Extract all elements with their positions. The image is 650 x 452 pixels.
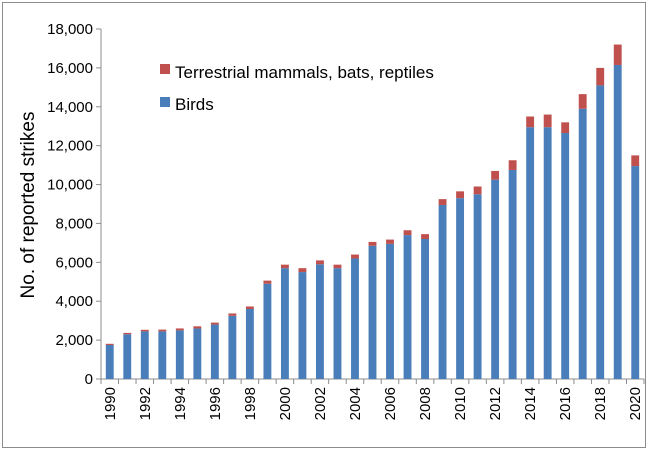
bar-birds-1995 [193,328,202,379]
x-ticks: 1990 1992 1994 1996 1998 2000 2002 2004 2006 2008… [100,379,645,420]
bar-mammals-2001 [298,268,307,273]
legend: Terrestrial mammals, bats, reptiles Bird… [160,63,434,114]
x-tick-label: 2014 [522,387,539,420]
bar-birds-2006 [386,243,394,379]
bar-mammals-1997 [228,313,237,316]
bar-mammals-2010 [456,191,465,199]
y-tick-label: 4,000 [55,293,93,310]
bar-mammals-2020 [631,155,640,167]
bar-mammals-2014 [526,116,535,128]
x-tick-label: 2006 [382,387,399,420]
y-tick-label: 12,000 [47,138,93,155]
bar-mammals-1991 [123,332,132,335]
x-tick-label: 2004 [347,387,364,420]
legend-swatch-mammals [160,64,170,74]
bar-mammals-2017 [578,94,587,109]
x-tick-label: 2008 [417,387,434,420]
bar-birds-1992 [140,331,149,379]
bar-birds-2015 [543,127,552,379]
bar-birds-1998 [245,309,254,379]
bar-birds-2000 [280,268,289,379]
bar-birds-2016 [561,133,570,379]
y-tick-label: 10,000 [47,177,93,194]
legend-swatch-birds [160,97,170,107]
x-tick-label: 2000 [277,387,294,420]
x-tick-label: 2018 [592,387,609,420]
bar-mammals-1992 [140,329,149,332]
bar-birds-1994 [175,330,184,379]
bar-mammals-2004 [351,254,359,259]
bar-mammals-2007 [403,230,412,236]
bar-mammals-1996 [210,322,219,325]
x-tick-label: 2016 [557,387,574,420]
bar-mammals-2015 [543,114,552,128]
x-tick-label: 1990 [102,387,119,420]
legend-label-mammals: Terrestrial mammals, bats, reptiles [175,63,434,82]
bar-birds-2003 [333,268,342,379]
legend-label-birds: Birds [175,95,214,114]
bar-birds-2014 [526,127,535,379]
bar-birds-2004 [351,258,359,379]
bar-mammals-2006 [386,239,394,244]
bar-birds-2005 [368,245,377,379]
y-tick-label: 6,000 [55,254,93,271]
bar-birds-1990 [105,344,114,379]
bar-mammals-2012 [491,170,500,180]
bar-birds-2011 [473,194,482,379]
bar-birds-2013 [508,169,517,379]
x-tick-label: 1996 [207,387,224,420]
bar-birds-2002 [316,264,324,379]
bar-birds-2012 [491,179,500,379]
y-ticks: 0 2,000 4,000 6,000 8,000 10,000 12,000 14,000 1… [47,21,101,388]
bar-birds-1999 [263,283,272,379]
bar-mammals-1995 [193,326,202,329]
bar-mammals-2011 [473,186,482,195]
bar-birds-1997 [228,315,237,379]
bar-mammals-2000 [280,264,289,269]
bar-birds-2010 [456,198,465,379]
x-tick-label: 2020 [627,387,644,420]
bar-mammals-1999 [263,280,272,284]
bar-birds-1993 [158,331,167,379]
y-tick-label: 2,000 [55,332,93,349]
bar-mammals-2018 [596,67,605,86]
bar-birds-2008 [421,239,429,379]
bar-mammals-2016 [561,122,570,134]
bar-birds-1991 [123,334,132,379]
bar-mammals-2019 [613,44,622,65]
bar-birds-2009 [438,204,447,379]
x-tick-label: 2002 [312,387,329,420]
y-axis-label: No. of reported strikes [18,112,39,299]
bar-mammals-1998 [245,306,254,309]
bar-mammals-1994 [175,328,184,331]
y-tick-label: 16,000 [47,60,93,77]
y-tick-label: 8,000 [55,215,93,232]
y-tick-label: 18,000 [47,21,93,38]
bar-birds-2019 [613,64,622,379]
bar-mammals-1993 [158,329,167,332]
x-tick-label: 1998 [242,387,259,420]
y-tick-label: 14,000 [47,99,93,116]
bar-mammals-2005 [368,241,377,246]
bar-mammals-2013 [508,160,517,170]
x-tick-label: 1994 [172,387,189,420]
bars [105,44,640,379]
bar-mammals-2002 [316,260,324,265]
bar-mammals-2008 [421,234,429,239]
x-tick-label: 2012 [487,387,504,420]
bar-birds-2020 [631,166,640,379]
bar-birds-1996 [210,324,219,379]
bar-mammals-1990 [105,343,114,345]
bar-mammals-2009 [438,199,447,205]
x-tick-label: 2010 [452,387,469,420]
bar-birds-2001 [298,272,307,379]
bar-mammals-2003 [333,264,342,269]
bar-birds-2017 [578,108,587,379]
bar-birds-2007 [403,235,412,379]
y-tick-label: 0 [85,371,93,388]
bar-birds-2018 [596,85,605,379]
x-tick-label: 1992 [137,387,154,420]
